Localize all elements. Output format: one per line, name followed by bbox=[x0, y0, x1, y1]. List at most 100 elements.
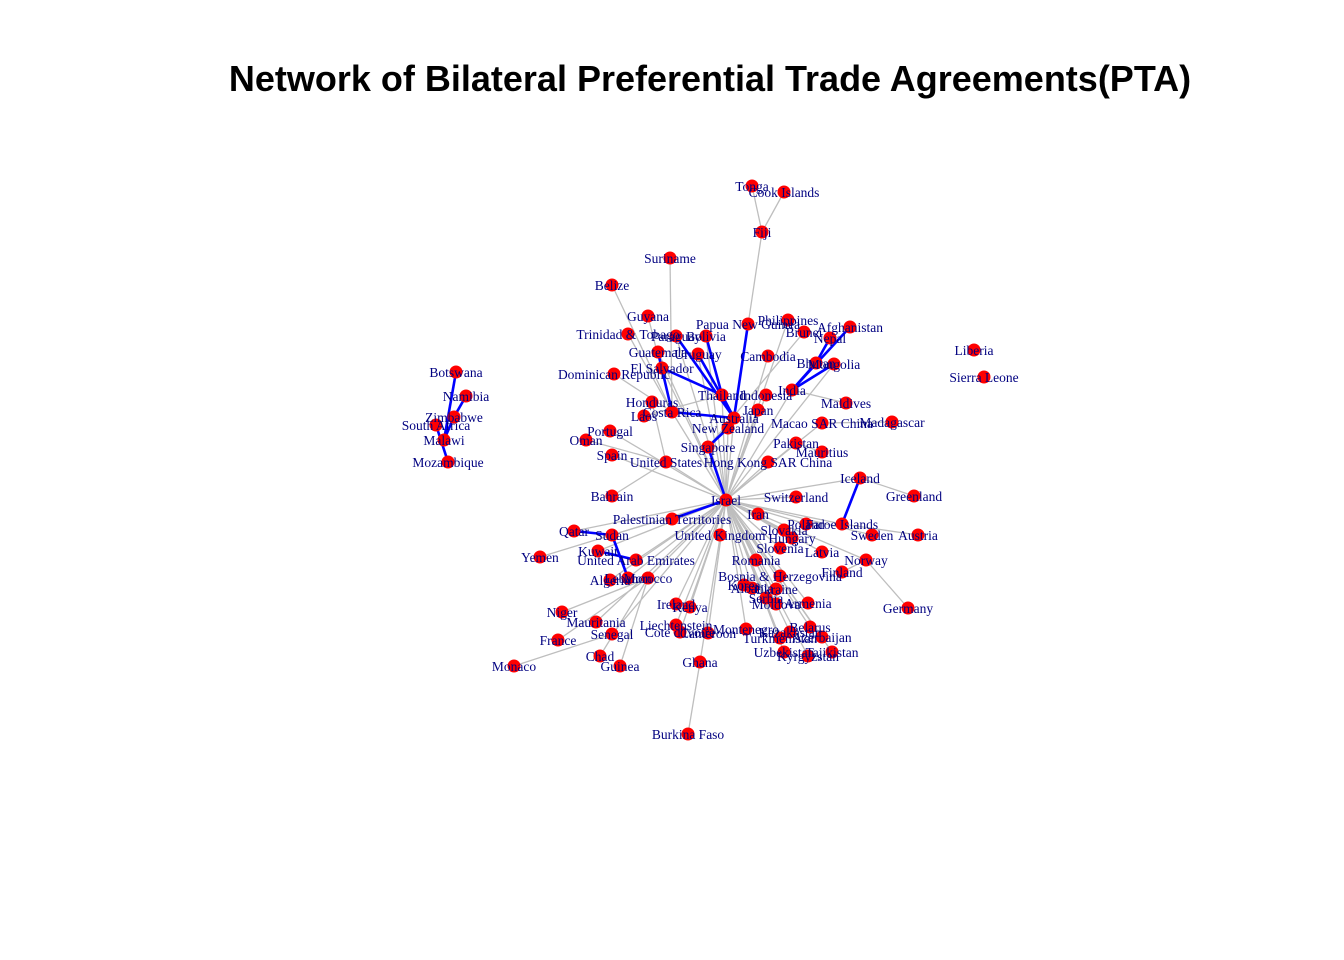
node-label-macao-sar-china: Macao SAR China bbox=[771, 416, 873, 431]
node-label-mauritius: Mauritius bbox=[796, 445, 849, 460]
node-label-dominican-republic: Dominican Republic bbox=[558, 367, 670, 382]
node-morocco bbox=[641, 571, 655, 585]
node-paraguay bbox=[669, 329, 683, 343]
node-label-united-arab-emirates: United Arab Emirates bbox=[577, 553, 695, 568]
edge-grey bbox=[725, 499, 867, 561]
node-australia bbox=[727, 411, 741, 425]
node-label-costa-rica: Costa Rica bbox=[643, 405, 702, 420]
node-label-algeria: Algeria bbox=[590, 573, 630, 588]
node-label-armenia: Armenia bbox=[784, 596, 831, 611]
node-niger bbox=[555, 605, 569, 619]
node-guyana bbox=[641, 309, 655, 323]
node-mozambique bbox=[441, 455, 455, 469]
node-suriname bbox=[663, 251, 677, 265]
node-moldova bbox=[769, 597, 783, 611]
node-namibia bbox=[459, 389, 473, 403]
node-mongolia bbox=[827, 357, 841, 371]
edge-grey bbox=[725, 363, 835, 501]
edge-grey bbox=[725, 427, 729, 501]
node-united-kingdom bbox=[713, 528, 727, 542]
edge-grey bbox=[725, 499, 781, 577]
node-label-oman: Oman bbox=[570, 433, 603, 448]
node-switzerland bbox=[789, 490, 803, 504]
node-hungary bbox=[785, 531, 799, 545]
node-label-cook-islands: Cook Islands bbox=[749, 185, 820, 200]
node-dominican-republic bbox=[607, 367, 621, 381]
node-germany bbox=[901, 601, 915, 615]
node-label-faroe-islands: Faroe Islands bbox=[806, 517, 878, 532]
node-label-sweden: Sweden bbox=[851, 528, 894, 543]
node-botswana bbox=[449, 365, 463, 379]
node-label-france: France bbox=[540, 633, 577, 648]
node-label-chad: Chad bbox=[586, 649, 615, 664]
node-label-united-kingdom: United Kingdom bbox=[674, 528, 766, 543]
node-label-uzbekistan: Uzbekistan bbox=[754, 645, 815, 660]
node-tajikistan bbox=[825, 645, 839, 659]
node-finland bbox=[835, 565, 849, 579]
node-label-austria: Austria bbox=[898, 528, 938, 543]
node-label-bahrain: Bahrain bbox=[591, 489, 634, 504]
node-label-papua-new-guinea: Papua New Guinea bbox=[696, 317, 800, 332]
node-poland bbox=[799, 517, 813, 531]
node-fiji bbox=[755, 225, 769, 239]
edge-grey bbox=[725, 499, 753, 589]
node-label-burkina-faso: Burkina Faso bbox=[652, 727, 725, 742]
node-romania bbox=[749, 553, 763, 567]
node-ghana bbox=[693, 655, 707, 669]
node-india bbox=[785, 383, 799, 397]
edge-layer-grey bbox=[513, 185, 919, 735]
node-label-maldives: Maldives bbox=[821, 396, 871, 411]
node-thailand bbox=[715, 388, 729, 402]
edge-blue bbox=[791, 362, 835, 392]
node-label-sudan: Sudan bbox=[595, 528, 629, 543]
node-label-singapore: Singapore bbox=[681, 440, 736, 455]
node-slovakia bbox=[777, 523, 791, 537]
edge-grey bbox=[573, 499, 727, 532]
edge-grey bbox=[725, 499, 781, 549]
edge-grey bbox=[613, 373, 673, 413]
node-burkina-faso bbox=[681, 727, 695, 741]
edge-grey bbox=[859, 477, 915, 497]
node-liberia bbox=[967, 343, 981, 357]
node-iceland bbox=[853, 471, 867, 485]
node-label-mongolia: Mongolia bbox=[808, 357, 861, 372]
node-kyrgyzstan bbox=[801, 649, 815, 663]
node-papua-new-guinea bbox=[741, 317, 755, 331]
node-label-india: India bbox=[778, 383, 806, 398]
node-israel bbox=[719, 493, 733, 507]
edge-grey bbox=[687, 661, 701, 735]
node-label-cote-d-ivoire: Cote d'Ivoire bbox=[645, 625, 715, 640]
node-label-uruguay: Uruguay bbox=[674, 347, 721, 362]
node-label-brunei: Brunei bbox=[786, 325, 823, 340]
edge-grey bbox=[611, 499, 727, 635]
edge-grey bbox=[619, 577, 649, 667]
node-cameroon bbox=[701, 626, 715, 640]
node-label-morocco: Morocco bbox=[624, 571, 673, 586]
node-france bbox=[551, 633, 565, 647]
node-label-hungary: Hungary bbox=[768, 531, 815, 546]
edge-grey bbox=[725, 477, 861, 501]
edge-grey bbox=[707, 499, 727, 634]
node-label-fiji: Fiji bbox=[753, 225, 772, 240]
node-bhutan bbox=[809, 356, 823, 370]
edge-grey bbox=[611, 461, 667, 497]
node-label-tajikistan: Tajikistan bbox=[805, 645, 858, 660]
edge-grey bbox=[725, 499, 873, 536]
node-label-tonga: Tonga bbox=[735, 179, 769, 194]
node-label-south-africa: South Africa bbox=[402, 418, 471, 433]
node-label-cameroon: Cameroon bbox=[680, 626, 736, 641]
node-mauritius bbox=[815, 445, 829, 459]
edge-grey bbox=[627, 333, 673, 413]
edge-grey bbox=[599, 577, 649, 657]
edge-blue bbox=[597, 549, 637, 562]
edge-blue bbox=[732, 323, 750, 419]
node-label-laos: Laos bbox=[631, 409, 657, 424]
node-greenland bbox=[907, 489, 921, 503]
node-label-guinea: Guinea bbox=[601, 659, 640, 674]
edge-grey bbox=[725, 499, 767, 599]
node-label-albania: Albania bbox=[731, 581, 774, 596]
node-montenegro bbox=[739, 622, 753, 636]
node-serbia bbox=[759, 591, 773, 605]
edge-grey bbox=[725, 499, 807, 525]
edge-grey bbox=[725, 499, 809, 604]
